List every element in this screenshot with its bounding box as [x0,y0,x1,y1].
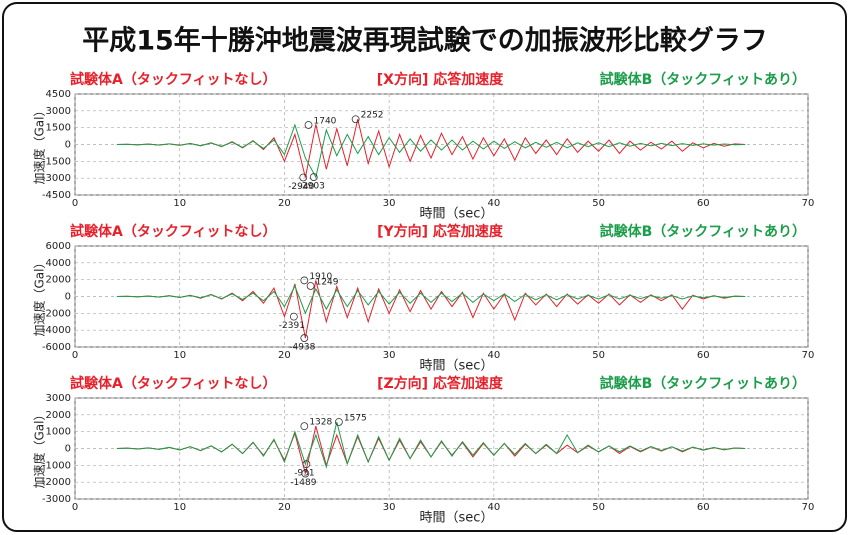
x-tick-label: 60 [697,198,710,209]
x-tick-label: 0 [72,198,78,209]
x-tick-label: 60 [697,350,710,361]
chart-title: [Z方向] 応答加速度 [377,375,504,392]
legend-entry: 試験体B（タックフィットあり） [600,71,806,88]
peak-label: -2940 [288,182,314,192]
x-tick-label: 10 [173,350,186,361]
x-tick-label: 20 [278,502,291,513]
x-axis-label: 時間（sec） [420,359,494,374]
x-tick-label: 50 [592,502,605,513]
y-tick-label: -2000 [42,477,71,488]
chart-title: [X方向] 応答加速度 [377,71,504,88]
peak-label: -2391 [279,321,305,331]
peak-marker [302,460,311,469]
waveform [116,119,746,178]
y-axis-label: 加速度（Gal） [32,257,47,337]
y-tick-label: -6000 [42,342,71,353]
y-tick-label: 6000 [46,241,71,252]
x-tick-label: 20 [278,198,291,209]
x-axis-label: 時間（sec） [420,511,494,526]
waveform [116,123,746,179]
legend-entry: 試験体A（タックフィットなし） [70,375,277,392]
x-axis-label: 時間（sec） [420,207,494,222]
x-tick-label: 60 [697,502,710,513]
y-tick-label: 1500 [46,123,71,134]
y-tick-label: -1500 [42,156,71,167]
x-tick-label: 50 [592,198,605,209]
peak-label: -2903 [299,182,325,192]
x-tick-label: 20 [278,350,291,361]
x-tick-label: 0 [72,350,78,361]
legend-entry: 試験体A（タックフィットなし） [70,71,277,88]
x-tick-label: 70 [802,350,815,361]
chart-title: [Y方向] 応答加速度 [377,223,504,240]
page-title: 平成15年十勝沖地震波再現試験での加振波形比較グラフ [82,25,768,57]
y-tick-label: 1000 [46,427,71,438]
y-tick-label: -3000 [42,494,71,505]
peak-label: -4938 [289,343,315,353]
y-axis-label: 加速度（Gal） [32,105,47,185]
x-tick-label: 10 [173,198,186,209]
peak-label: 1910 [309,272,332,282]
peak-marker [301,469,310,478]
x-tick-label: 30 [383,350,396,361]
y-tick-label: -2000 [42,308,71,319]
peak-label: 1575 [344,413,367,423]
y-tick-label: 2000 [46,275,71,286]
waveform [116,421,746,469]
x-tick-label: 10 [173,502,186,513]
peak-marker [300,422,309,431]
y-tick-label: -1000 [42,460,71,471]
legend-entry: 試験体B（タックフィットあり） [600,223,806,240]
peak-marker [306,282,315,290]
legend-entry: 試験体A（タックフィットなし） [70,223,277,240]
y-axis-label: 加速度（Gal） [32,409,47,489]
peak-marker [334,418,343,426]
peak-marker [300,334,309,342]
peak-label: 1328 [309,418,332,428]
y-tick-label: 0 [65,292,71,303]
y-tick-label: 0 [65,140,71,151]
x-tick-label: 30 [383,502,396,513]
peak-marker [300,276,309,285]
x-tick-label: 70 [802,502,815,513]
x-tick-label: 40 [487,198,500,209]
waveform [116,284,746,315]
x-tick-label: 70 [802,198,815,209]
x-tick-label: 40 [487,502,500,513]
y-tick-label: 2000 [46,410,71,421]
peak-label: -1489 [290,478,316,488]
peak-marker [289,312,298,321]
peak-marker [299,173,308,182]
peak-label: 1740 [314,116,337,126]
peak-label: -931 [294,469,314,479]
x-tick-label: 0 [72,502,78,513]
y-tick-label: 0 [65,444,71,455]
y-tick-label: -4500 [42,190,71,201]
x-tick-label: 50 [592,350,605,361]
y-tick-label: 3000 [46,393,71,404]
peak-marker [309,173,318,181]
y-tick-label: -3000 [42,173,71,184]
peak-marker [304,121,313,129]
peak-label: 1249 [316,277,339,287]
peak-marker [351,115,360,124]
y-tick-label: 3000 [46,106,71,117]
x-tick-label: 30 [383,198,396,209]
x-tick-label: 40 [487,350,500,361]
peak-label: 2252 [361,111,384,121]
y-tick-label: 4000 [46,258,71,269]
legend-entry: 試験体B（タックフィットあり） [600,375,806,392]
y-tick-label: -4000 [42,325,71,336]
y-tick-label: 4500 [46,89,71,100]
